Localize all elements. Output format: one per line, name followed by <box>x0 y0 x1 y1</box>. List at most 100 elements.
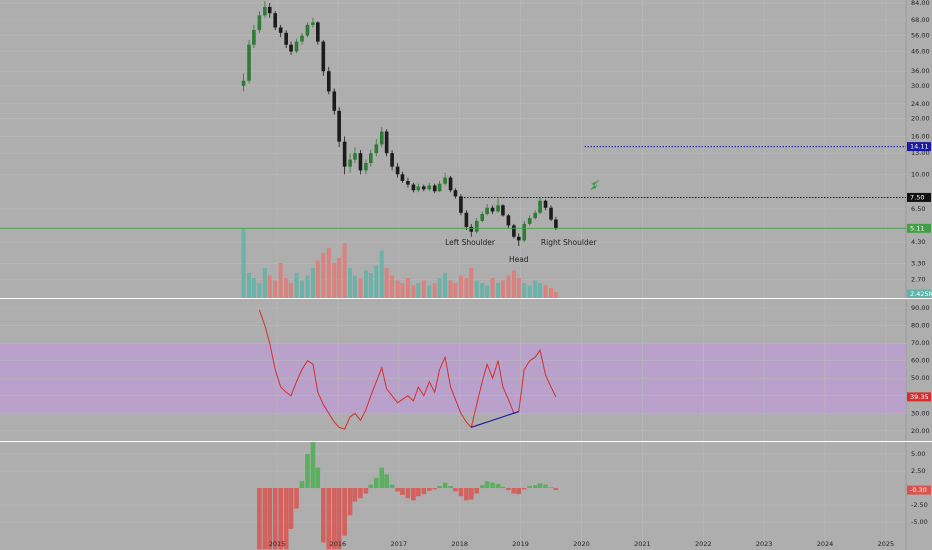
divergence-line <box>471 411 519 428</box>
price-label: 7.50 <box>910 193 924 201</box>
volume-bar <box>363 270 368 298</box>
y-tick-label: 50.00 <box>911 374 930 382</box>
candle-body <box>326 71 331 92</box>
candle-body <box>247 44 251 81</box>
y-tick-label: 6.50 <box>911 205 925 213</box>
candle-body <box>480 214 485 221</box>
price-label-box <box>907 289 931 299</box>
y-tick-label: 16.00 <box>911 132 930 140</box>
candle-body <box>448 177 453 191</box>
volume-bar <box>511 270 516 298</box>
candle-body <box>533 212 537 219</box>
volume-bar <box>400 283 405 298</box>
histogram-bar <box>294 488 299 509</box>
histogram-bar <box>342 488 347 536</box>
volume-bar <box>310 268 315 298</box>
histogram-bar <box>373 477 379 489</box>
candle-body <box>538 200 542 213</box>
candle-body <box>400 174 405 182</box>
y-tick-label: 68.00 <box>911 16 930 24</box>
y-tick-label: 5.00 <box>911 450 925 458</box>
y-tick-label: 70.00 <box>911 339 930 347</box>
histogram-bar <box>379 467 385 489</box>
volume-bar <box>273 280 278 298</box>
price-label: 2.425M <box>910 290 932 298</box>
volume-bar <box>352 275 357 298</box>
candle-body <box>294 41 299 52</box>
volume-bar <box>533 280 538 298</box>
volume-bar <box>522 283 527 298</box>
histogram-bar <box>405 488 411 499</box>
y-tick-label: 56.00 <box>911 32 930 40</box>
candle-body <box>549 207 553 220</box>
candle-body <box>263 6 267 16</box>
x-tick-label: 2018 <box>451 540 468 548</box>
x-tick-label: 2015 <box>269 540 286 548</box>
histogram-bar <box>321 488 326 543</box>
x-tick-label: 2021 <box>634 540 651 548</box>
y-tick-label: 30.00 <box>911 409 930 417</box>
candle-body <box>300 35 304 42</box>
histogram-bar <box>506 488 511 491</box>
volume-bar <box>527 285 532 298</box>
y-tick-label: 24.00 <box>911 100 930 108</box>
candle-body <box>543 200 548 208</box>
x-tick-label: 2024 <box>817 540 834 548</box>
candle-body <box>273 13 278 28</box>
candle-body <box>459 196 463 213</box>
volume-bar <box>432 283 437 298</box>
candle-body <box>496 205 500 212</box>
price-label: 14.11 <box>910 143 929 151</box>
volume-bar <box>294 273 299 298</box>
histogram-bar <box>267 488 273 550</box>
volume-bar <box>427 285 432 298</box>
candle-body <box>464 212 469 227</box>
candle-body <box>485 207 489 215</box>
volume-bar <box>384 268 389 298</box>
pane <box>0 442 906 550</box>
candle-body <box>516 236 521 241</box>
candle-body <box>364 163 368 171</box>
volume-bar <box>342 243 347 298</box>
candle-body <box>490 207 495 212</box>
volume-bar <box>326 248 331 298</box>
volume-bar <box>358 278 363 298</box>
annotation: Right Shoulder <box>541 238 597 247</box>
volume-bar <box>469 268 474 298</box>
candle-body <box>379 131 384 145</box>
candle-body <box>321 41 326 72</box>
volume-bar <box>395 280 400 298</box>
volume-bar <box>241 228 246 298</box>
histogram-bar <box>516 488 522 495</box>
volume-bar <box>421 280 426 298</box>
volume-bar <box>464 278 469 298</box>
y-tick-label: 30.00 <box>911 82 930 90</box>
histogram-bar <box>464 488 469 501</box>
candle-body <box>432 185 437 192</box>
volume-bar <box>543 285 548 298</box>
candle-body <box>374 144 379 154</box>
candle-body <box>252 30 256 45</box>
histogram-bar <box>479 485 485 489</box>
candle-body <box>512 225 516 237</box>
histogram-bar <box>299 481 305 489</box>
y-tick-label: 2.50 <box>911 467 925 475</box>
x-tick-label: 2023 <box>756 540 773 548</box>
histogram-bar <box>326 488 332 550</box>
volume-bar <box>553 291 558 298</box>
y-tick-label: 20.00 <box>911 115 930 123</box>
y-tick-label: 84.00 <box>911 0 930 7</box>
histogram-bar <box>500 486 506 489</box>
volume-bar <box>278 263 283 298</box>
histogram-bar <box>257 488 262 550</box>
volume-bar <box>321 253 326 298</box>
histogram-bar <box>389 484 395 489</box>
histogram-bar <box>384 474 389 489</box>
histogram-bar <box>347 488 353 516</box>
candle-body <box>554 219 558 229</box>
y-tick-label: 10.00 <box>911 170 930 178</box>
volume-bar <box>458 275 463 298</box>
candle-body <box>342 141 347 167</box>
histogram-bar <box>358 488 363 499</box>
